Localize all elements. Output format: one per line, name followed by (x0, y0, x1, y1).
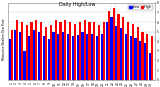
Bar (45, 27, 47, 80)
Bar (40, 22, 42, 80)
Bar (88, 22, 91, 80)
Bar (81, 32, 84, 80)
Bar (101, 34, 103, 80)
Bar (30, 22, 33, 80)
Bar (130, 36, 132, 80)
Bar (86, 34, 88, 80)
Bar (125, 34, 127, 80)
Bar (11, 30, 13, 80)
Bar (48, 39, 50, 80)
Bar (33, 30, 35, 80)
Text: Daily High/Low: Daily High/Low (59, 2, 95, 7)
Bar (16, 20, 18, 80)
Bar (132, 24, 134, 80)
Bar (55, 20, 57, 80)
Bar (19, 32, 21, 80)
Bar (84, 20, 86, 80)
Bar (74, 24, 76, 80)
Bar (141, 32, 144, 80)
Bar (38, 32, 40, 80)
Bar (103, 22, 105, 80)
Bar (120, 28, 122, 80)
Text: Milwaukee Weather Dew Point: Milwaukee Weather Dew Point (2, 18, 6, 60)
Bar (98, 25, 100, 80)
Bar (35, 20, 37, 80)
Bar (93, 22, 95, 80)
Bar (43, 36, 45, 80)
Bar (72, 36, 74, 80)
Bar (21, 22, 23, 80)
Bar (62, 32, 64, 80)
Bar (64, 20, 66, 80)
Bar (135, 38, 137, 80)
Bar (151, 36, 153, 80)
Bar (69, 22, 71, 80)
Bar (139, 41, 141, 80)
Bar (91, 34, 93, 80)
Bar (96, 36, 98, 80)
Bar (9, 39, 11, 80)
Bar (24, 51, 26, 80)
Bar (14, 30, 16, 80)
Bar (146, 34, 148, 80)
Bar (52, 32, 55, 80)
Bar (112, 8, 115, 80)
Bar (149, 53, 151, 80)
Bar (106, 22, 108, 80)
Bar (137, 27, 139, 80)
Bar (57, 34, 59, 80)
Bar (67, 34, 69, 80)
Legend: Low, High: Low, High (128, 5, 153, 10)
Bar (144, 43, 146, 80)
Bar (117, 14, 120, 80)
Bar (122, 17, 124, 80)
Bar (79, 22, 81, 80)
Bar (50, 25, 52, 80)
Bar (110, 17, 112, 80)
Bar (108, 11, 110, 80)
Bar (77, 35, 79, 80)
Bar (26, 25, 28, 80)
Bar (59, 22, 62, 80)
Bar (127, 22, 129, 80)
Bar (28, 36, 30, 80)
Bar (115, 26, 117, 80)
